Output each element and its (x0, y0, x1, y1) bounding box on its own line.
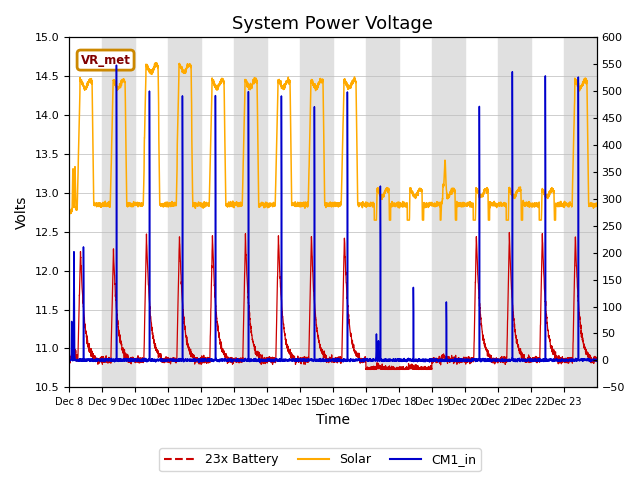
CM1_in (175, 357, 182, 362)
Bar (300, 37, 333, 387)
Solar (353, 100, 360, 106)
CM1_in (517, 358, 525, 363)
Bar (498, 37, 531, 387)
CM1_in (65, 358, 73, 363)
CM1_in (504, 358, 511, 364)
Solar (152, 60, 160, 66)
Bar (102, 37, 135, 387)
Line: 23x Battery: 23x Battery (69, 232, 596, 370)
23x Battery (175, 281, 182, 287)
23x Battery (506, 229, 513, 235)
CM1_in (113, 62, 120, 68)
23x Battery (381, 367, 388, 372)
Line: Solar: Solar (69, 63, 596, 220)
23x Battery (504, 324, 511, 330)
Line: CM1_in: CM1_in (69, 65, 596, 362)
Solar (478, 193, 486, 199)
23x Battery (362, 367, 370, 372)
Y-axis label: Volts: Volts (15, 196, 29, 229)
23x Battery (593, 355, 600, 361)
23x Battery (65, 359, 73, 364)
Solar (504, 217, 511, 223)
Solar (381, 190, 388, 195)
X-axis label: Time: Time (316, 413, 350, 427)
Solar (65, 207, 73, 213)
23x Battery (353, 352, 360, 358)
Solar (517, 200, 525, 206)
23x Battery (477, 322, 485, 328)
CM1_in (478, 358, 486, 363)
Text: VR_met: VR_met (81, 54, 131, 67)
CM1_in (353, 357, 360, 363)
23x Battery (517, 350, 525, 356)
Bar (432, 37, 465, 387)
Bar (168, 37, 201, 387)
CM1_in (593, 358, 600, 364)
Solar (593, 202, 600, 207)
Title: System Power Voltage: System Power Voltage (232, 15, 433, 33)
CM1_in (195, 360, 203, 365)
Bar (564, 37, 596, 387)
Bar (366, 37, 399, 387)
Bar (234, 37, 267, 387)
Legend: 23x Battery, Solar, CM1_in: 23x Battery, Solar, CM1_in (159, 448, 481, 471)
CM1_in (381, 357, 388, 362)
Solar (371, 217, 378, 223)
Solar (175, 87, 182, 93)
